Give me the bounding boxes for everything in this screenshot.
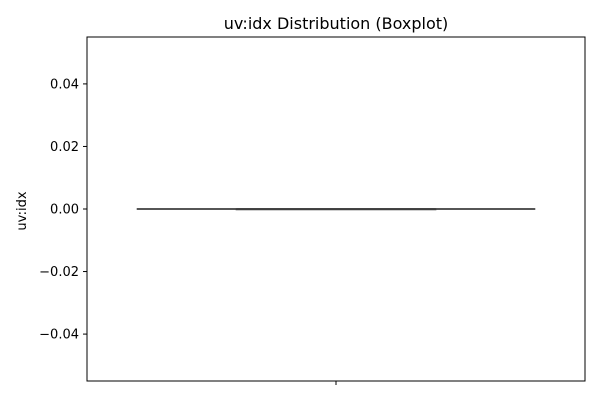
y-tick-label: −0.04 [39, 328, 79, 343]
y-axis-ticks: −0.04 −0.02 0.00 0.02 0.04 [39, 77, 87, 343]
y-tick-label: −0.02 [39, 265, 79, 280]
y-axis-label: uv:idx [15, 191, 30, 230]
y-tick-label: 0.04 [50, 77, 79, 92]
y-tick-label: 0.00 [50, 203, 79, 218]
boxplot-box [136, 208, 536, 211]
chart-title: uv:idx Distribution (Boxplot) [224, 14, 449, 33]
y-tick-label: 0.02 [50, 140, 79, 155]
